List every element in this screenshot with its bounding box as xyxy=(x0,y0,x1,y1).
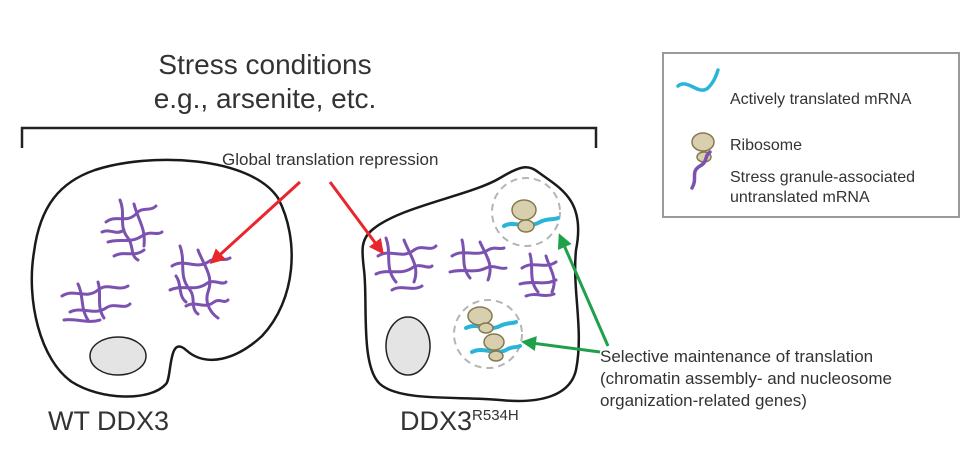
mutant-stress-granule-2 xyxy=(448,238,508,282)
legend-sg-mrna-line-2: untranslated mRNA xyxy=(730,189,870,206)
mutant-stress-granule-1 xyxy=(374,236,438,292)
wt-nucleus xyxy=(89,336,147,376)
title-line-2: e.g., arsenite, etc. xyxy=(153,83,377,114)
maintenance-arrow-bottom xyxy=(521,336,601,354)
mutant-cell-label-base: DDX3 xyxy=(400,406,473,436)
translation-focus-1 xyxy=(491,177,561,247)
repression-label: Global translation repression xyxy=(222,150,439,169)
wt-stress-granule-2 xyxy=(60,280,132,323)
wt-cell-label: WT DDX3 xyxy=(48,406,170,436)
wt-cell-outline xyxy=(30,158,293,398)
wt-stress-granule-1 xyxy=(100,198,164,262)
maintenance-arrow-top xyxy=(557,233,610,347)
stress-conditions-title: Stress conditions e.g., arsenite, etc. xyxy=(115,48,415,116)
repression-arrow-wt xyxy=(209,180,302,265)
legend-box xyxy=(662,52,960,218)
maintenance-label-line-3: organization-related genes) xyxy=(600,391,807,410)
translation-focus-2-contents xyxy=(464,306,522,362)
legend-translated-mrna-icon xyxy=(676,68,720,92)
repression-arrow-mutant xyxy=(328,181,384,255)
translation-focus-2 xyxy=(453,299,523,369)
maintenance-label-line-2: (chromatin assembly- and nucleosome xyxy=(600,369,892,388)
translation-focus-1-contents xyxy=(502,199,560,233)
mutant-cell-label: DDX3R534H xyxy=(400,406,519,437)
maintenance-label: Selective maintenance of translation (ch… xyxy=(600,346,892,412)
mutant-cell-label-superscript: R534H xyxy=(472,407,519,424)
maintenance-label-line-1: Selective maintenance of translation xyxy=(600,347,874,366)
title-line-1: Stress conditions xyxy=(158,49,372,80)
stress-bracket xyxy=(20,126,598,148)
legend-sg-mrna-label: Stress granule-associated untranslated m… xyxy=(730,168,915,208)
legend-translated-mrna-label: Actively translated mRNA xyxy=(730,91,912,108)
legend-sg-mrna-icon xyxy=(690,150,712,190)
legend-ribosome-label: Ribosome xyxy=(730,137,803,154)
wt-stress-granule-3 xyxy=(168,244,232,320)
mutant-nucleus xyxy=(385,316,431,376)
mutant-stress-granule-3 xyxy=(518,252,558,298)
legend-sg-mrna-line-1: Stress granule-associated xyxy=(730,169,915,186)
